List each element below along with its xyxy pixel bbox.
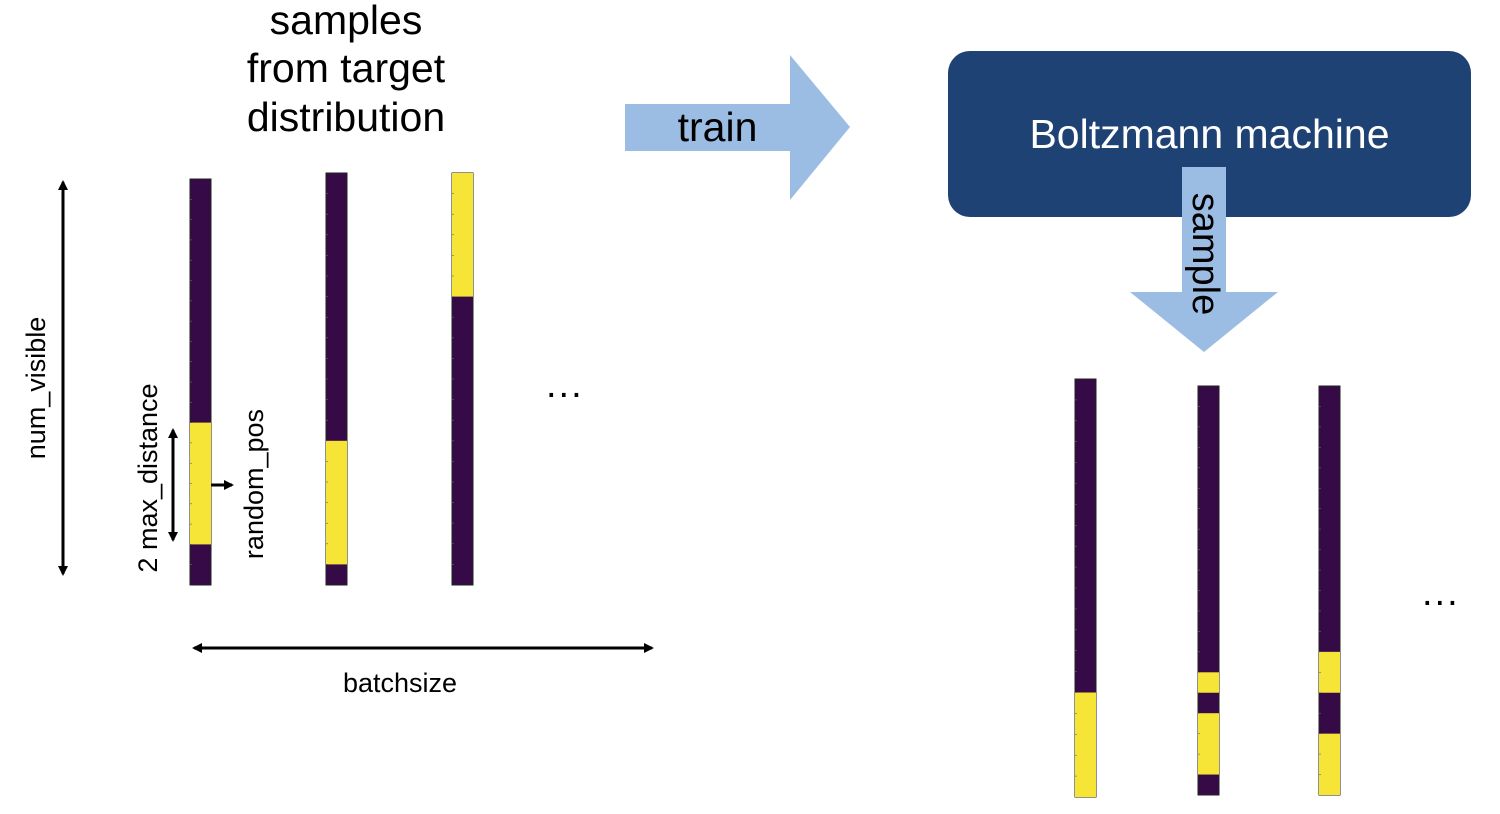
training-sample-bar-3-on-segment-1 bbox=[452, 173, 473, 297]
generated-sample-bar-2-on-segment-2 bbox=[1198, 713, 1219, 775]
generated-sample-bar-1-on-segment-1 bbox=[1075, 692, 1096, 797]
generated-sample-bar-2-on-segment-1 bbox=[1198, 672, 1219, 693]
ellipsis-right: ... bbox=[1422, 572, 1460, 614]
title-line-3: distribution bbox=[246, 94, 446, 140]
training-sample-bar-2-on-segment-1 bbox=[326, 440, 347, 565]
generated-samples bbox=[1074, 378, 1341, 798]
ellipsis-left: ... bbox=[546, 364, 584, 406]
train-arrow bbox=[625, 55, 850, 200]
train-label: train bbox=[677, 104, 758, 150]
training-samples bbox=[189, 172, 474, 586]
training-sample-bar-1-on-segment-1 bbox=[190, 422, 211, 545]
max-distance-label: 2 max_distance bbox=[133, 383, 163, 573]
boltzmann-machine-label: Boltzmann machine bbox=[1029, 111, 1390, 157]
title-line-2: from target bbox=[246, 45, 446, 91]
sample-label: sample bbox=[1184, 192, 1226, 316]
generated-sample-bar-3-on-segment-2 bbox=[1319, 733, 1340, 795]
generated-sample-bar-3-on-segment-1 bbox=[1319, 651, 1340, 693]
num-visible-label: num_visible bbox=[21, 316, 51, 460]
batchsize-label: batchsize bbox=[342, 668, 458, 698]
random-pos-label: random_pos bbox=[239, 408, 269, 560]
title-line-1: samples bbox=[269, 0, 423, 43]
